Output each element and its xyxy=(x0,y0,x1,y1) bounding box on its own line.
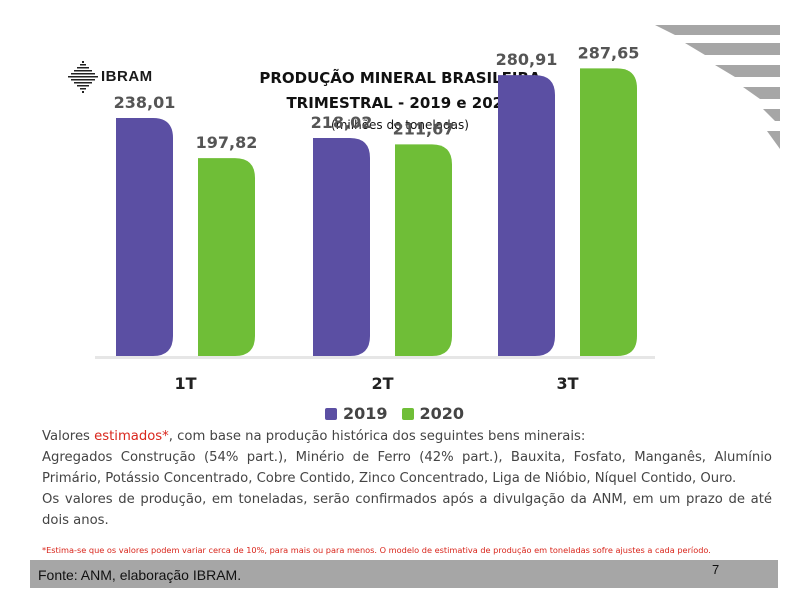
legend-item-2019: 2019 xyxy=(325,404,388,423)
chart-subtitle: (milhões de toneladas) xyxy=(331,118,469,132)
data-label-2020-3T: 287,65 xyxy=(578,43,640,62)
notes-prefix: Valores xyxy=(42,429,95,444)
chart-title: PRODUÇÃO MINERAL BRASILEIRA TRIMESTRAL -… xyxy=(200,66,600,116)
notes-block: Valores estimados*, com base na produção… xyxy=(42,426,772,531)
data-label-2019-1T: 238,01 xyxy=(114,93,176,112)
legend-item-2020: 2020 xyxy=(401,404,465,423)
page-number: 7 xyxy=(712,562,720,577)
footer-bar: Fonte: ANM, elaboração IBRAM. 7 xyxy=(30,560,778,588)
bar-2020-2T xyxy=(395,144,452,356)
bar-2020-3T xyxy=(580,68,637,356)
title-line-1: PRODUÇÃO MINERAL BRASILEIRA xyxy=(259,69,541,87)
notes-suffix: , com base na produção histórica dos seg… xyxy=(168,429,586,444)
notes-confirmation: Os valores de produção, em toneladas, se… xyxy=(42,492,772,528)
bar-2019-3T xyxy=(498,75,555,356)
corner-stripes-decoration xyxy=(655,25,780,149)
data-label-2020-2T: 211,67 xyxy=(393,119,455,138)
legend-label-2019: 2019 xyxy=(343,404,388,423)
notes-minerals-list: Agregados Construção (54% part.), Minéri… xyxy=(42,450,772,486)
bar-2019-2T xyxy=(313,137,370,356)
notes-line-1: Valores estimados*, com base na produção… xyxy=(42,426,772,447)
category-label-2T: 2T xyxy=(371,374,393,393)
chart-legend: 2019 2020 xyxy=(325,404,478,423)
data-label-2019-3T: 280,91 xyxy=(496,50,558,69)
legend-label-2020: 2020 xyxy=(419,404,465,423)
category-label-1T: 1T xyxy=(174,374,196,393)
legend-swatch-2020 xyxy=(401,407,414,420)
bar-2020-1T xyxy=(198,158,255,356)
footnote: *Estima-se que os valores podem variar c… xyxy=(42,545,711,555)
logo-text: IBRAM xyxy=(101,68,153,85)
notes-highlight: estimados* xyxy=(94,429,169,444)
legend-swatch-2019 xyxy=(325,407,337,420)
title-line-2: TRIMESTRAL - 2019 e 2020 xyxy=(286,94,514,112)
ibram-logo-icon xyxy=(68,61,98,93)
category-label-3T: 3T xyxy=(556,374,578,393)
chart-baseline xyxy=(95,356,655,359)
data-label-2019-2T: 218,02 xyxy=(311,113,373,132)
source-text: Fonte: ANM, elaboração IBRAM. xyxy=(38,567,242,583)
bar-2019-1T xyxy=(116,117,173,357)
data-label-2020-1T: 197,82 xyxy=(196,133,258,152)
